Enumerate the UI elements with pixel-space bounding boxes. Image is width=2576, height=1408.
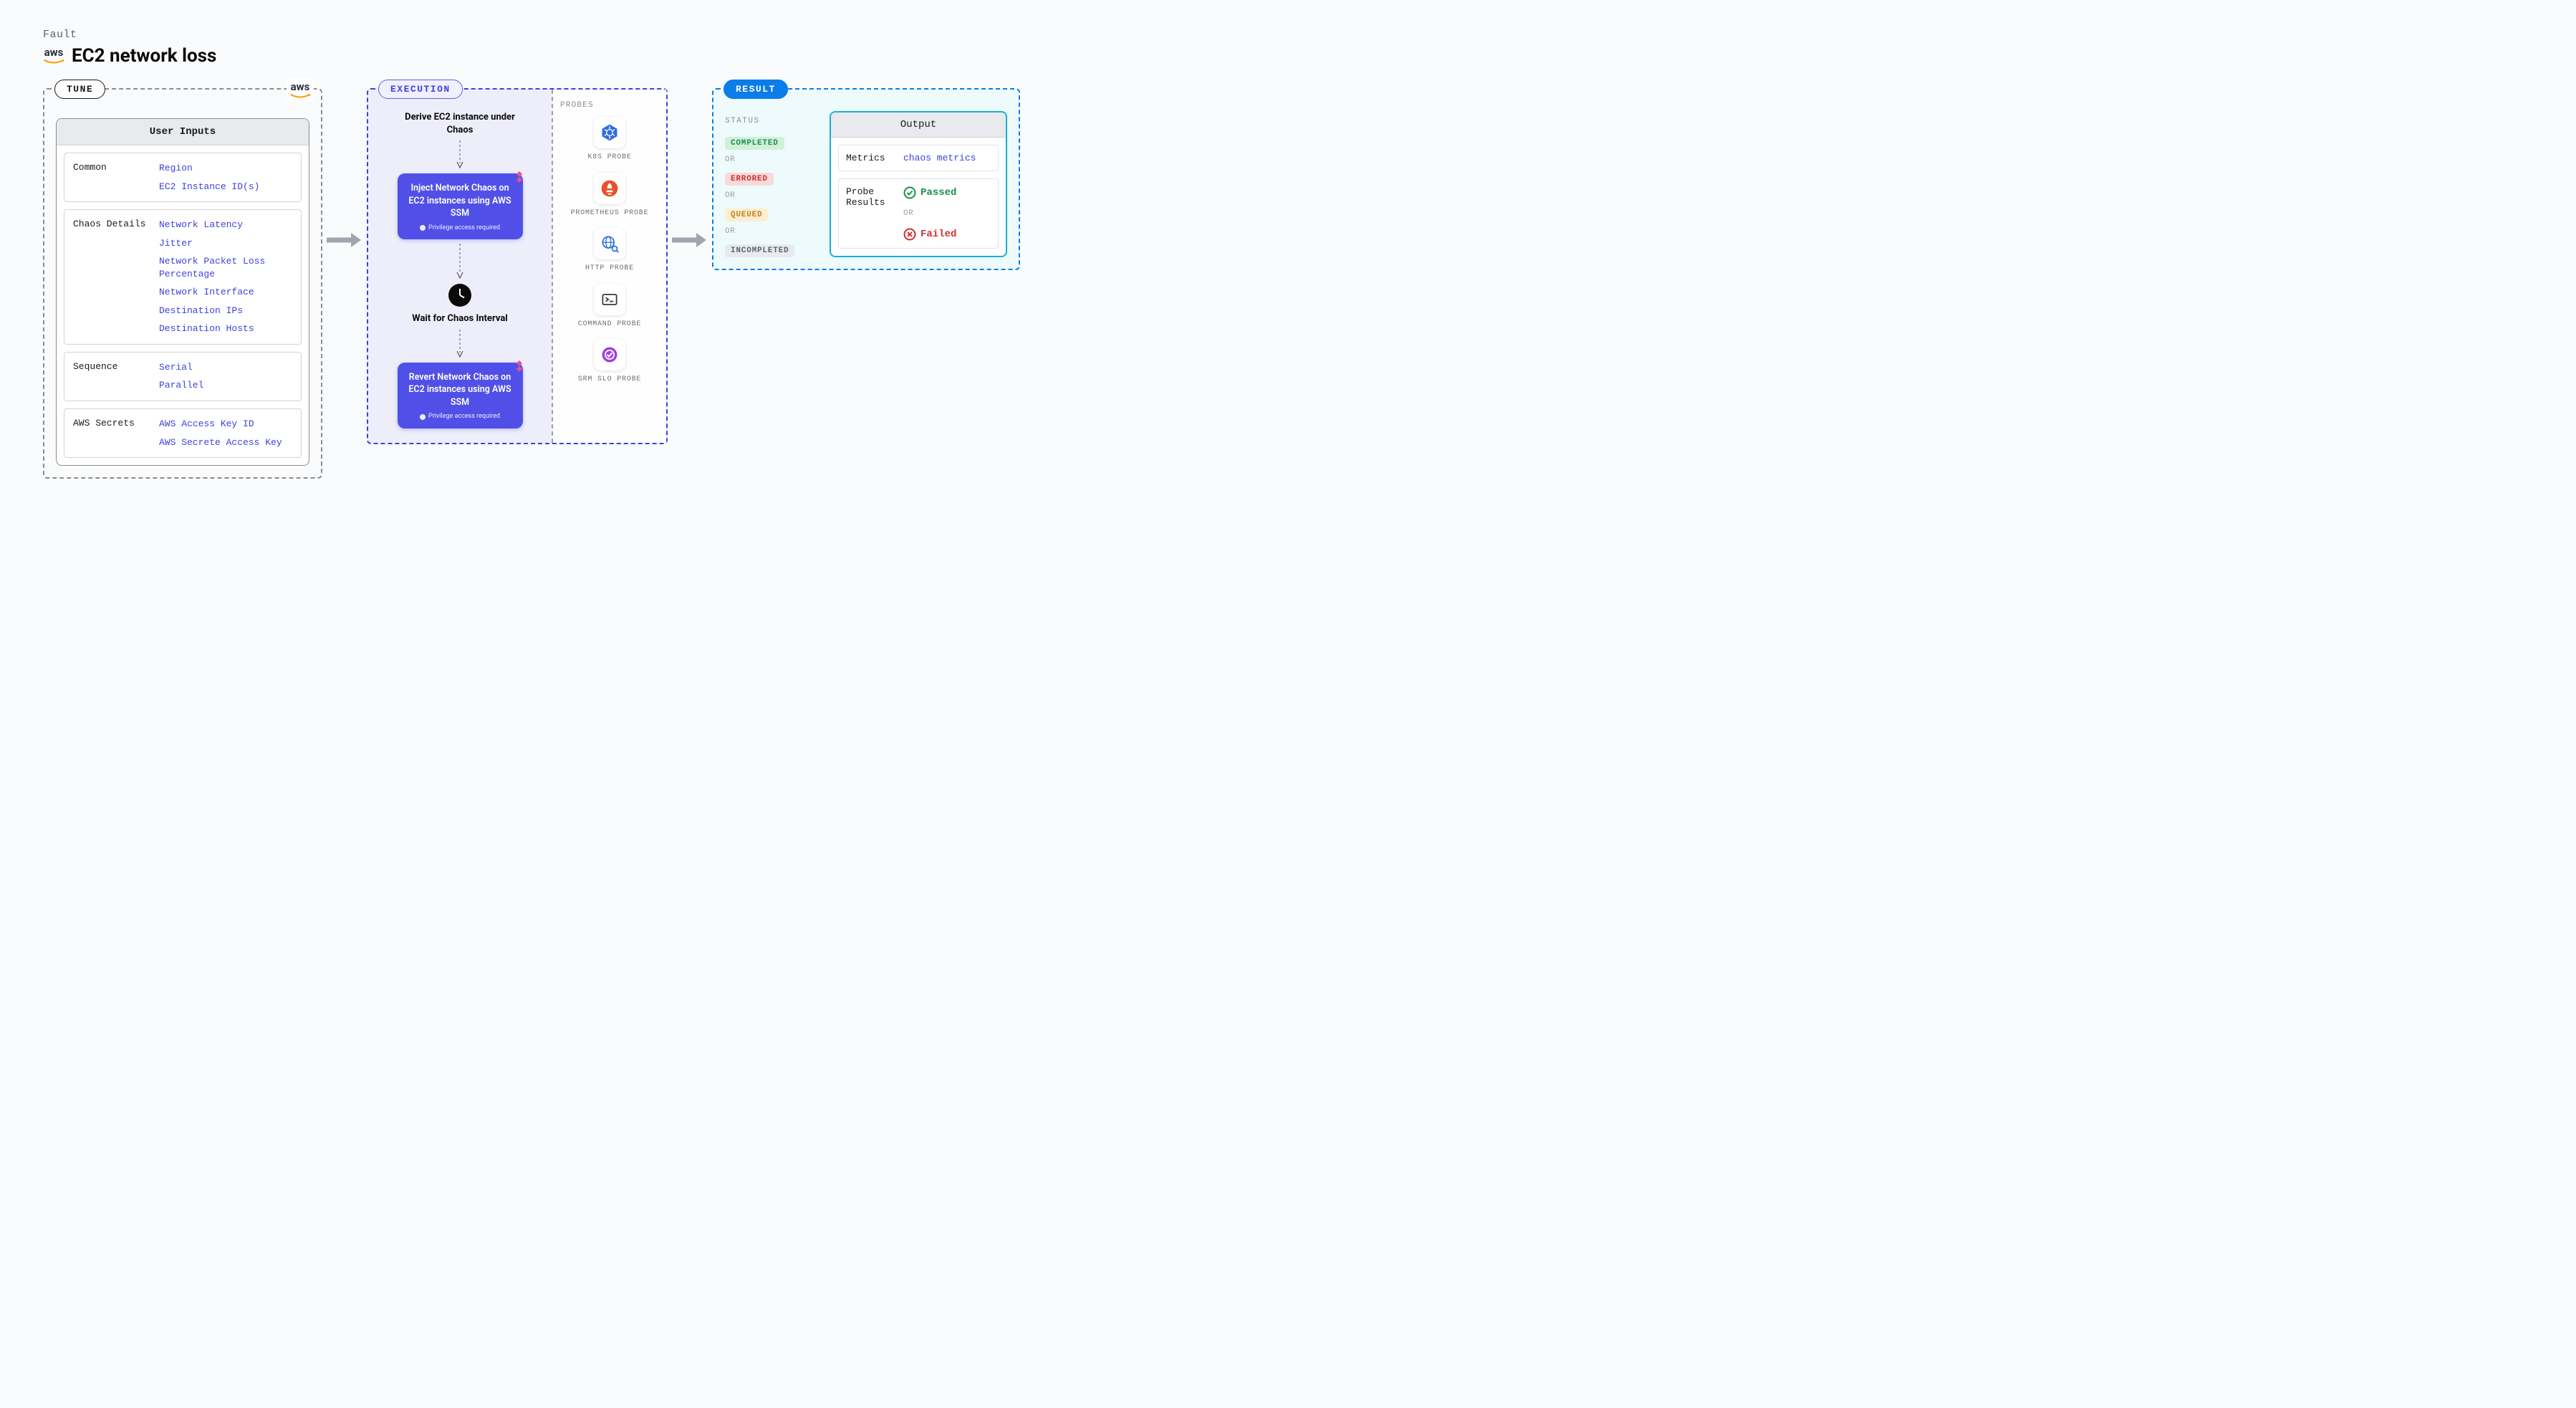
probe-label: HTTP PROBE (585, 264, 634, 274)
probe-results-row: Probe Results Passed OR Failed (838, 178, 999, 249)
tune-panel: TUNE aws User Inputs CommonRegionEC2 Ins… (43, 88, 322, 479)
clock-icon (448, 284, 471, 307)
priv-sub: Privilege access required (408, 412, 513, 421)
execution-flow: Derive EC2 instance under Chaos Inject N… (368, 90, 552, 443)
x-circle-icon (903, 228, 916, 241)
tune-pill: TUNE (54, 80, 105, 99)
k8s-probe-icon (594, 117, 625, 148)
section-label: Common (73, 162, 152, 193)
http-probe-icon (594, 228, 625, 259)
aws-logo-icon: aws (43, 47, 64, 64)
result-panel: RESULT STATUS COMPLETEDORERROREDORQUEUED… (712, 88, 1020, 270)
wait-step: Wait for Chaos Interval (412, 312, 507, 325)
cmd-probe-icon (594, 284, 625, 315)
probe-results-label: Probe Results (846, 186, 896, 241)
derive-step: Derive EC2 instance under Chaos (403, 111, 517, 136)
status-badge: QUEUED (725, 209, 768, 221)
execution-pill: EXECUTION (378, 80, 463, 99)
probe-item: COMMAND PROBE (571, 284, 649, 330)
input-value: Network Interface (159, 286, 292, 299)
header-label: Fault (43, 29, 2533, 41)
input-value: AWS Secrete Access Key (159, 436, 282, 449)
section-label: Sequence (73, 361, 152, 392)
status-badge: COMPLETED (725, 137, 784, 150)
flow-arrow-icon (456, 140, 463, 169)
or-text: OR (903, 209, 956, 218)
user-inputs-card: User Inputs Common Region EC2 Instance ID(… (56, 118, 309, 466)
probe-item: HTTP PROBE (571, 228, 649, 274)
input-section: Chaos Details Network Latency Jitter Networ… (64, 209, 302, 345)
probe-label: PROMETHEUS PROBE (571, 209, 649, 219)
input-value: EC2 Instance ID(s) (159, 181, 259, 193)
input-value: Destination Hosts (159, 322, 292, 335)
failed-result: Failed (903, 228, 956, 241)
srm-probe-icon (594, 339, 625, 370)
arrow-icon (327, 231, 362, 249)
probes-column: PROBES K8S PROBE PROMETHEUS PROBE HTTP PRO… (552, 90, 666, 443)
input-value: Serial (159, 361, 203, 374)
probe-item: PROMETHEUS PROBE (571, 173, 649, 219)
revert-text: Revert Network Chaos on EC2 instances us… (408, 371, 513, 409)
output-header: Output (831, 112, 1006, 138)
input-value: AWS Access Key ID (159, 418, 282, 431)
input-value: Destination IPs (159, 305, 292, 317)
or-text: OR (725, 155, 818, 164)
input-value: Jitter (159, 237, 292, 250)
inject-card: Inject Network Chaos on EC2 instances us… (398, 173, 523, 239)
probe-item: K8S PROBE (571, 117, 649, 163)
probe-label: K8S PROBE (587, 153, 631, 163)
probes-title: PROBES (560, 101, 594, 110)
priv-sub: Privilege access required (408, 224, 513, 233)
or-text: OR (725, 191, 818, 200)
inject-text: Inject Network Chaos on EC2 instances us… (408, 182, 513, 220)
aws-corner-icon: aws (287, 78, 314, 100)
input-section: AWS Secrets AWS Access Key ID AWS Secrete … (64, 408, 302, 458)
section-label: AWS Secrets (73, 418, 152, 449)
probe-label: COMMAND PROBE (578, 320, 641, 330)
metrics-row: Metrics chaos metrics (838, 145, 999, 171)
input-value: Network Latency (159, 219, 292, 231)
metrics-label: Metrics (846, 153, 896, 163)
status-badge: INCOMPLETED (725, 244, 794, 257)
passed-result: Passed (903, 186, 956, 199)
lock-icon (420, 225, 426, 231)
input-section: Sequence Serial Parallel (64, 352, 302, 401)
user-inputs-header: User Inputs (57, 119, 309, 145)
page-header: Fault aws EC2 network loss (43, 29, 2533, 67)
arrow-icon (672, 231, 708, 249)
input-section: Common Region EC2 Instance ID(s) (64, 153, 302, 202)
status-badge: ERRORED (725, 173, 774, 186)
input-value: Region (159, 162, 259, 175)
flow-arrow-icon (456, 244, 463, 279)
section-label: Chaos Details (73, 219, 152, 335)
input-value: Parallel (159, 379, 203, 392)
probe-item: SRM SLO PROBE (571, 339, 649, 385)
revert-card: Revert Network Chaos on EC2 instances us… (398, 363, 523, 428)
metrics-value: chaos metrics (903, 153, 976, 163)
lock-icon (420, 414, 426, 420)
status-title: STATUS (725, 117, 818, 125)
badge-icon (513, 360, 526, 373)
probe-label: SRM SLO PROBE (578, 375, 641, 385)
output-card: Output Metrics chaos metrics Probe Resul… (830, 111, 1007, 257)
page-title: EC2 network loss (72, 45, 216, 67)
or-text: OR (725, 227, 818, 236)
result-pill: RESULT (724, 80, 788, 99)
execution-panel: EXECUTION Derive EC2 instance under Chao… (367, 88, 668, 444)
prom-probe-icon (594, 173, 625, 204)
input-value: Network Packet Loss Percentage (159, 255, 292, 280)
flow-arrow-icon (456, 330, 463, 358)
status-column: STATUS COMPLETED OR ERRORED OR QUEUED OR INCOM… (725, 111, 818, 257)
check-circle-icon (903, 186, 916, 199)
diagram-container: TUNE aws User Inputs CommonRegionEC2 Ins… (43, 88, 2533, 479)
badge-icon (513, 171, 526, 183)
